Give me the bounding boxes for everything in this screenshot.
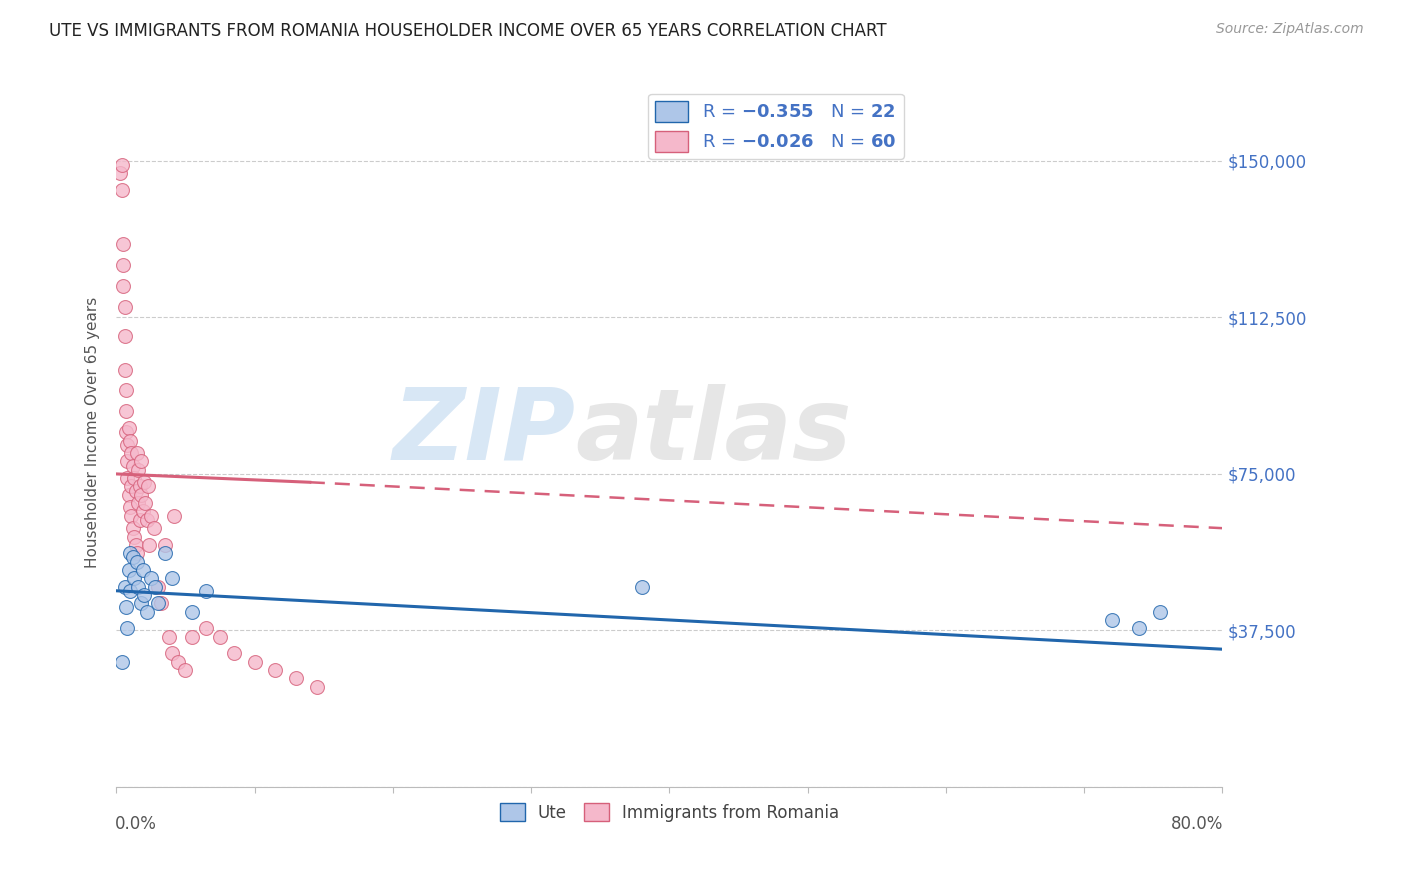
Point bbox=[157, 630, 180, 644]
Point bbox=[117, 471, 139, 485]
Point bbox=[120, 583, 142, 598]
Point bbox=[243, 655, 266, 669]
Point bbox=[112, 258, 135, 272]
Point bbox=[120, 434, 142, 448]
Point bbox=[139, 571, 162, 585]
Text: UTE VS IMMIGRANTS FROM ROMANIA HOUSEHOLDER INCOME OVER 65 YEARS CORRELATION CHAR: UTE VS IMMIGRANTS FROM ROMANIA HOUSEHOLD… bbox=[49, 22, 887, 40]
Point bbox=[174, 663, 197, 677]
Y-axis label: Householder Income Over 65 years: Householder Income Over 65 years bbox=[86, 296, 100, 568]
Point bbox=[121, 550, 143, 565]
Point bbox=[118, 563, 141, 577]
Point bbox=[167, 655, 190, 669]
Point bbox=[114, 362, 136, 376]
Point bbox=[630, 580, 652, 594]
Point bbox=[149, 596, 172, 610]
Point bbox=[110, 166, 132, 180]
Text: ZIP: ZIP bbox=[392, 384, 575, 481]
Point bbox=[160, 646, 183, 660]
Point bbox=[285, 672, 308, 686]
Point bbox=[153, 546, 176, 560]
Legend: Ute, Immigrants from Romania: Ute, Immigrants from Romania bbox=[494, 797, 846, 829]
Point bbox=[142, 521, 165, 535]
Point bbox=[136, 479, 159, 493]
Point bbox=[138, 538, 160, 552]
Point bbox=[132, 588, 155, 602]
Point bbox=[115, 425, 138, 440]
Point bbox=[111, 183, 134, 197]
Point bbox=[122, 529, 145, 543]
Point bbox=[222, 646, 245, 660]
Point bbox=[121, 446, 143, 460]
Point bbox=[146, 596, 169, 610]
Point bbox=[132, 475, 155, 490]
Point bbox=[146, 580, 169, 594]
Point bbox=[143, 580, 166, 594]
Text: Source: ZipAtlas.com: Source: ZipAtlas.com bbox=[1216, 22, 1364, 37]
Point bbox=[181, 630, 204, 644]
Point bbox=[111, 158, 134, 172]
Point bbox=[128, 513, 150, 527]
Point bbox=[195, 621, 218, 635]
Text: atlas: atlas bbox=[575, 384, 852, 481]
Point bbox=[124, 538, 146, 552]
Point bbox=[127, 580, 149, 594]
Point bbox=[131, 563, 153, 577]
Text: 80.0%: 80.0% bbox=[1171, 815, 1223, 833]
Point bbox=[118, 488, 141, 502]
Point bbox=[121, 508, 143, 523]
Point bbox=[139, 508, 162, 523]
Point bbox=[163, 508, 186, 523]
Point bbox=[127, 496, 149, 510]
Point bbox=[124, 483, 146, 498]
Point bbox=[135, 513, 157, 527]
Point bbox=[131, 504, 153, 518]
Point bbox=[129, 454, 152, 468]
Point bbox=[115, 600, 138, 615]
Point bbox=[195, 583, 218, 598]
Point bbox=[120, 500, 142, 515]
Point bbox=[128, 479, 150, 493]
Point bbox=[134, 496, 156, 510]
Point bbox=[114, 580, 136, 594]
Point bbox=[153, 538, 176, 552]
Point bbox=[111, 655, 134, 669]
Point bbox=[1101, 613, 1123, 627]
Point bbox=[129, 596, 152, 610]
Point bbox=[115, 384, 138, 398]
Point bbox=[125, 446, 148, 460]
Point bbox=[112, 279, 135, 293]
Point bbox=[181, 605, 204, 619]
Point bbox=[129, 488, 152, 502]
Point bbox=[117, 454, 139, 468]
Point bbox=[118, 421, 141, 435]
Point bbox=[264, 663, 287, 677]
Point bbox=[135, 605, 157, 619]
Point bbox=[112, 237, 135, 252]
Point bbox=[121, 521, 143, 535]
Point bbox=[208, 630, 231, 644]
Point bbox=[122, 571, 145, 585]
Point bbox=[305, 680, 328, 694]
Point bbox=[1128, 621, 1150, 635]
Point bbox=[125, 555, 148, 569]
Point bbox=[115, 404, 138, 418]
Point bbox=[114, 329, 136, 343]
Point bbox=[117, 438, 139, 452]
Point bbox=[125, 546, 148, 560]
Point bbox=[127, 463, 149, 477]
Point bbox=[1149, 605, 1171, 619]
Point bbox=[120, 546, 142, 560]
Point bbox=[114, 300, 136, 314]
Point bbox=[121, 458, 143, 473]
Point bbox=[117, 621, 139, 635]
Text: 0.0%: 0.0% bbox=[115, 815, 157, 833]
Point bbox=[160, 571, 183, 585]
Point bbox=[122, 471, 145, 485]
Point bbox=[121, 479, 143, 493]
